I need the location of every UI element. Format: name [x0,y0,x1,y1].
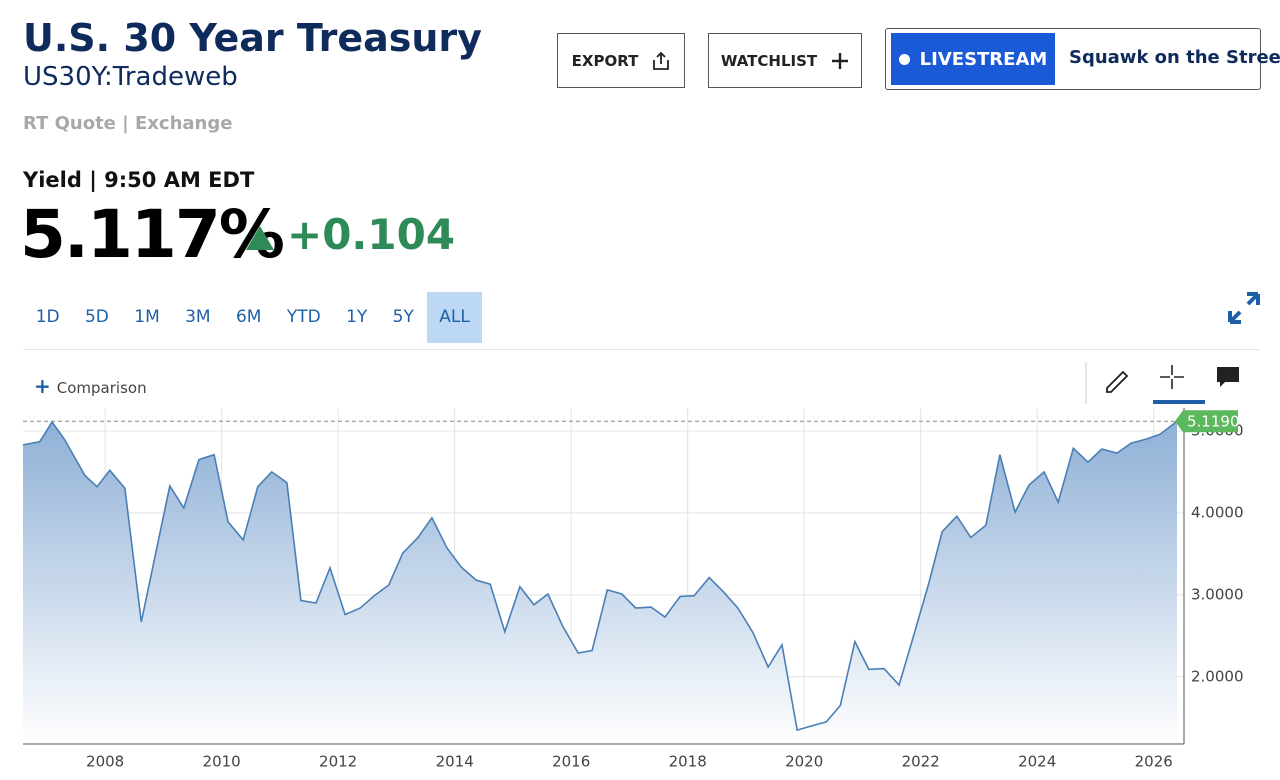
export-button[interactable]: EXPORT [557,33,685,88]
livestream-label: LIVESTREAM [919,48,1048,70]
plus-icon [832,52,849,69]
livestream-box: LIVESTREAM Squawk on the Street [885,28,1280,90]
comparison-button[interactable]: + Comparison [34,374,147,398]
draw-icon[interactable] [1106,370,1129,393]
range-button[interactable]: 5D [84,307,109,327]
expand-icon[interactable] [1226,290,1262,326]
line [22,420,1178,732]
range-button[interactable]: YTD [286,307,321,327]
x-tick-label: 2026 [1135,753,1173,771]
area [23,421,1178,744]
export-label: EXPORT [571,51,639,70]
range-button[interactable]: 5Y [392,307,414,327]
watchlist-button[interactable]: WATCHLIST [708,33,862,88]
price: 5.117% [20,196,285,273]
chart: 2008 2010 2012 2014 2016 2018 2020 2022 2024 2026… [22,408,1244,771]
current-label: 5.1190 [1187,413,1240,431]
x-tick-label: 2012 [319,753,357,771]
watchlist-label: WATCHLIST [720,51,818,70]
y-tick-label: 2.0000 [1191,667,1244,685]
separator [23,349,1260,350]
up-arrow [246,226,274,250]
title: U.S. 30 Year Treasury [23,16,482,60]
x-tick-label: 2008 [86,753,124,771]
current-tag [1175,410,1238,433]
range-button[interactable]: ALL [426,292,483,343]
x-tick-label: 2022 [902,753,940,771]
range-button[interactable]: 1Y [346,307,368,327]
quote-label: Yield | 9:50 AM EDT [23,168,255,192]
show-name[interactable]: Squawk on the Street [1069,47,1280,68]
y-tick-label: 3.0000 [1191,585,1244,603]
x-tick-label: 2020 [785,753,823,771]
chart-tools [1085,362,1239,404]
change: +0.104 [287,210,456,259]
comment-icon[interactable] [1217,367,1239,387]
x-tick-label: 2018 [669,753,707,771]
range-button[interactable]: 6M [235,307,262,327]
x-tick-label: 2024 [1018,753,1056,771]
source: RT Quote | Exchange [23,113,233,134]
y-tick-label: 4.0000 [1191,503,1244,521]
range-bar: 1D 5D 1M 3M 6M YTD 1Y 5Y ALL [23,292,483,343]
comparison-label: Comparison [56,379,147,397]
crosshair-icon[interactable] [1160,365,1184,389]
range-button[interactable]: 3M [185,307,211,327]
share-icon [653,51,670,70]
range-button[interactable]: 1M [134,307,160,327]
livestream-button[interactable]: LIVESTREAM [891,33,1055,85]
range-button[interactable]: 1D [35,307,60,327]
x-tick-label: 2014 [436,753,474,771]
x-tick-label: 2016 [552,753,590,771]
symbol: US30Y:Tradeweb [23,62,238,92]
x-tick-label: 2010 [203,753,241,771]
